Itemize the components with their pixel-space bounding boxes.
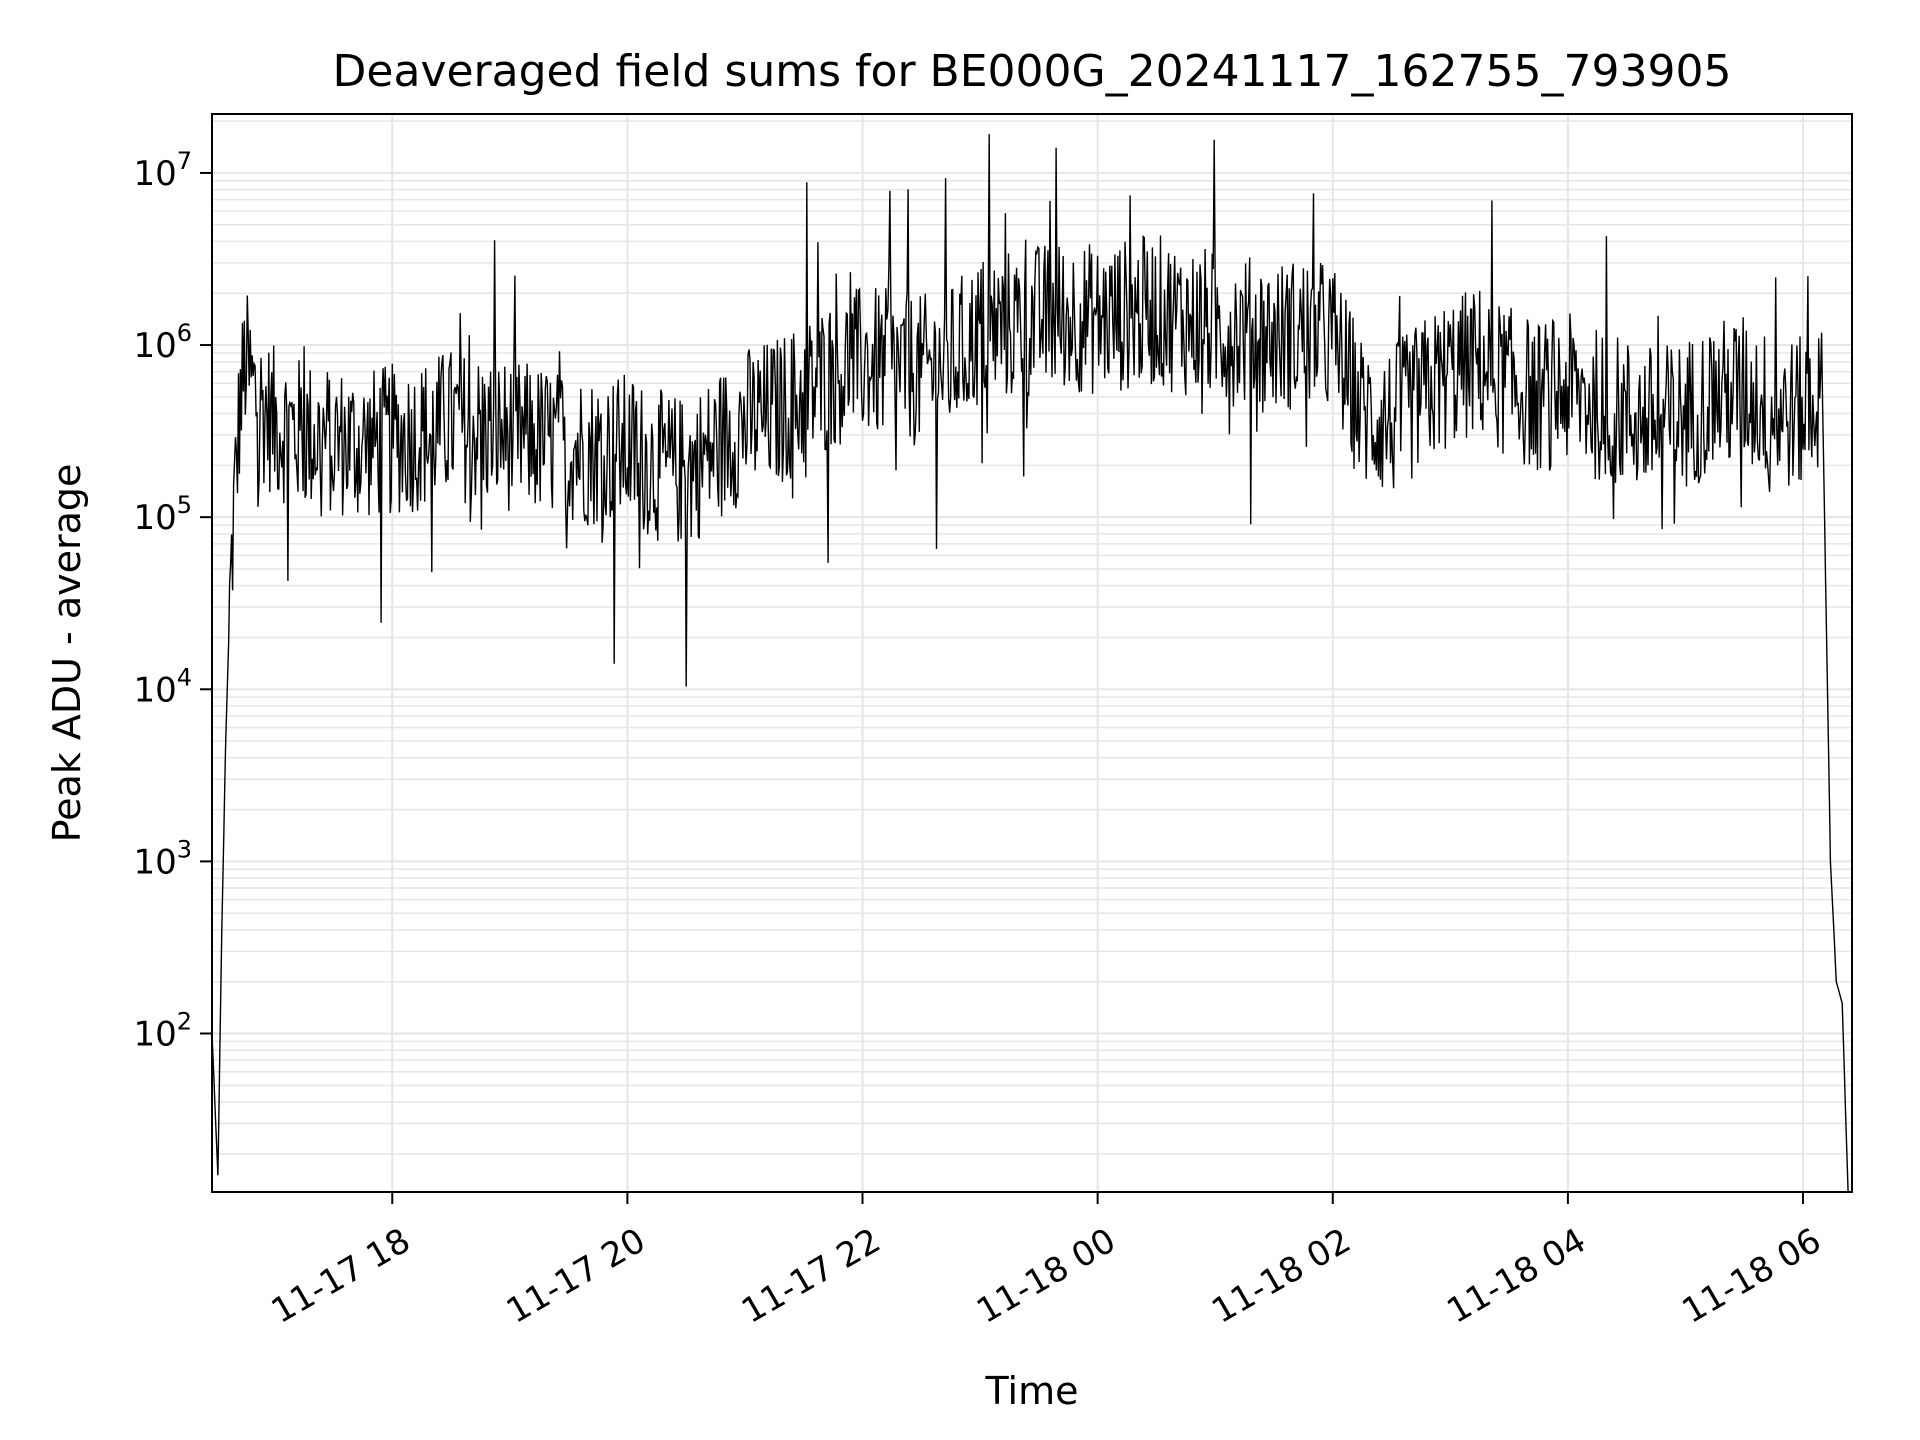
y-tick-label: 103: [133, 835, 192, 882]
y-tick-label: 105: [133, 491, 192, 538]
x-axis-label: Time: [985, 1369, 1079, 1413]
series: [211, 134, 1849, 1193]
y-tick-label: 106: [133, 319, 192, 366]
y-tick-label: 107: [133, 147, 192, 194]
plot-frame: [211, 113, 1853, 1193]
y-tick-label: 102: [133, 1008, 192, 1055]
y-axis: 102 103 104 105 106 107: [133, 147, 212, 1055]
y-tick-label: 104: [133, 663, 192, 710]
grid: [212, 114, 1852, 1192]
y-axis-label: Peak ADU - average: [45, 464, 89, 843]
series-line: [211, 134, 1849, 1193]
chart-title: Deaveraged field sums for BE000G_2024111…: [333, 46, 1732, 97]
